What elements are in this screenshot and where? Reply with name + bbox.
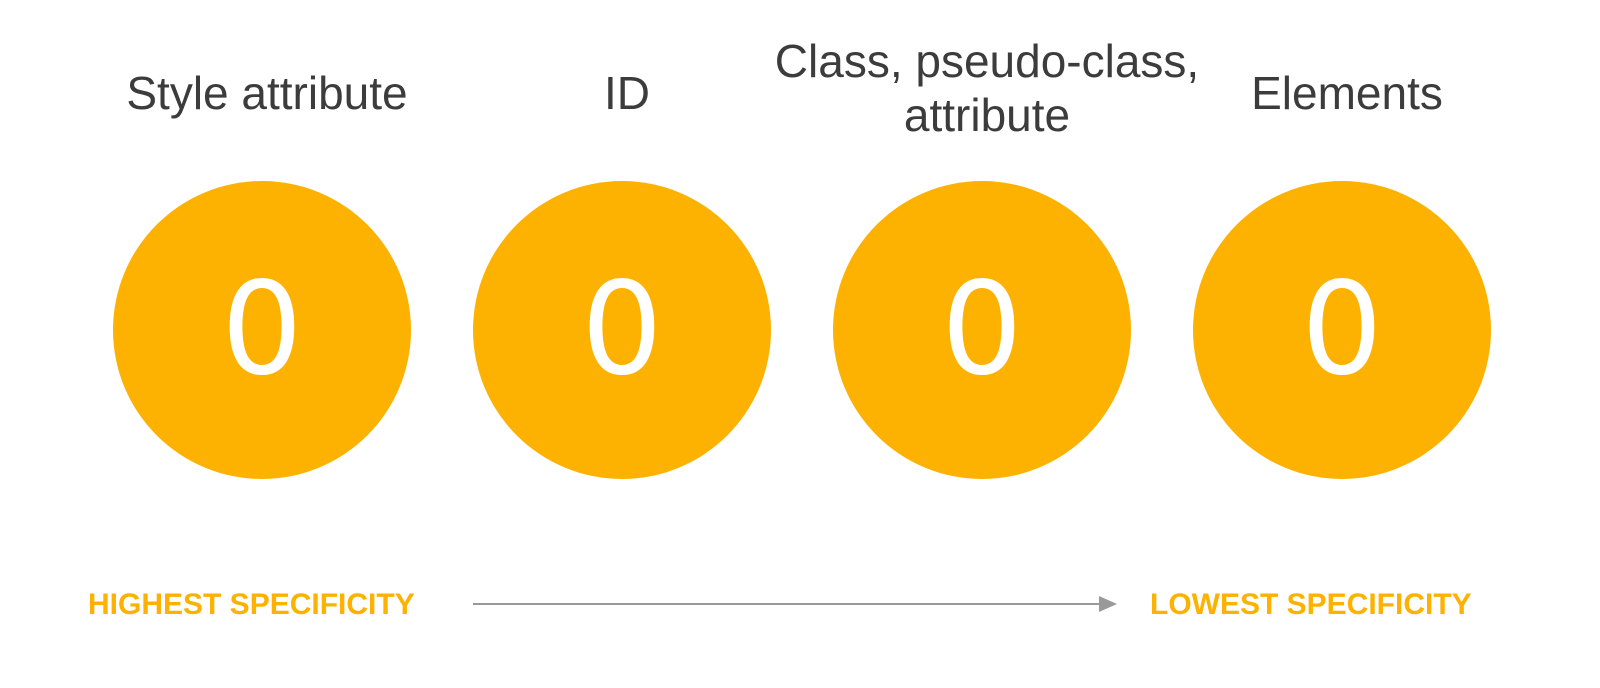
- id-label: ID: [604, 67, 650, 119]
- style-attribute-circle: 0: [113, 181, 411, 479]
- style-attribute-label: Style attribute: [126, 67, 408, 119]
- highest-specificity-label: HIGHEST SPECIFICITY: [88, 588, 415, 621]
- class-circle: 0: [833, 181, 1131, 479]
- id-count: 0: [581, 255, 663, 404]
- id-circle: 0: [473, 181, 771, 479]
- class-count: 0: [941, 255, 1023, 404]
- lowest-specificity-label: LOWEST SPECIFICITY: [1150, 588, 1472, 621]
- style-attribute-count: 0: [221, 255, 303, 404]
- right-arrow-icon: [473, 596, 1117, 612]
- elements-circle: 0: [1193, 181, 1491, 479]
- class-pseudo-class-attribute-label: Class, pseudo-class, attribute: [774, 35, 1200, 141]
- elements-count: 0: [1301, 255, 1383, 404]
- elements-label: Elements: [1251, 67, 1443, 119]
